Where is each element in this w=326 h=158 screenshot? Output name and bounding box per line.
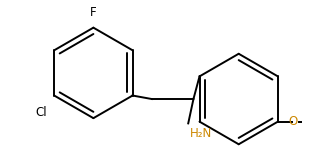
Text: F: F bbox=[90, 6, 97, 19]
Text: O: O bbox=[288, 115, 297, 128]
Text: Cl: Cl bbox=[36, 106, 47, 119]
Text: H₂N: H₂N bbox=[190, 127, 212, 140]
